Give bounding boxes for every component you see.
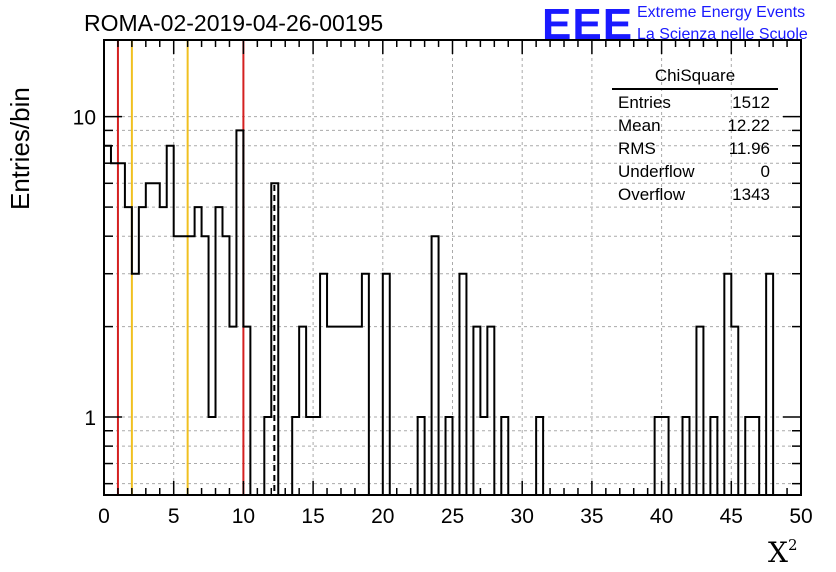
x-tick-label: 20 [371,505,394,528]
stats-value: 0 [760,162,770,181]
y-axis-ticks: 1 10 [73,107,801,485]
stats-box: ChiSquare Entries 1512 Mean 12.22 RMS 11.96… [612,66,778,208]
stats-value: 11.96 [728,139,770,158]
y-axis-label: Entries/bin [5,87,35,210]
stats-value: 1512 [732,93,770,112]
stats-label: Overflow [618,185,686,204]
x-tick-label: 15 [301,505,324,528]
stats-row: Entries 1512 [612,93,778,116]
stats-value: 12.22 [727,116,770,135]
x-axis-label-exponent: 2 [787,536,798,554]
stats-label: RMS [618,139,656,158]
chart-title: ROMA-02-2019-04-26-00195 [84,10,384,36]
stats-label: Mean [618,116,661,135]
x-tick-label: 50 [789,505,812,528]
stats-label: Underflow [618,162,695,181]
stats-value: 1343 [732,185,770,204]
x-axis-label: X2 [768,536,797,569]
stats-row: Overflow 1343 [612,185,778,208]
x-tick-label: 45 [720,505,743,528]
histogram-series [104,129,775,495]
stats-row: RMS 11.96 [612,139,778,162]
x-tick-label: 35 [580,505,603,528]
logo-line-2: La Scienza nelle Scuole [637,26,808,43]
logo-line-1: Extreme Energy Events [637,4,806,21]
x-tick-label: 25 [441,505,464,528]
x-tick-label: 0 [98,505,110,528]
x-tick-label: 5 [168,505,180,528]
stats-title: ChiSquare [612,66,778,90]
x-tick-label: 30 [511,505,534,528]
x-axis-ticks: 0 5 10 15 20 25 30 35 40 45 50 [98,40,813,528]
eee-logo: EEE [542,0,634,49]
x-tick-label: 10 [232,505,255,528]
x-axis-label-base: X [768,536,788,569]
stats-row: Mean 12.22 [612,116,778,139]
stats-row: Underflow 0 [612,162,778,185]
y-tick-label: 10 [73,107,96,130]
y-tick-label: 1 [84,407,96,430]
stats-label: Entries [618,93,671,112]
x-tick-label: 40 [650,505,673,528]
